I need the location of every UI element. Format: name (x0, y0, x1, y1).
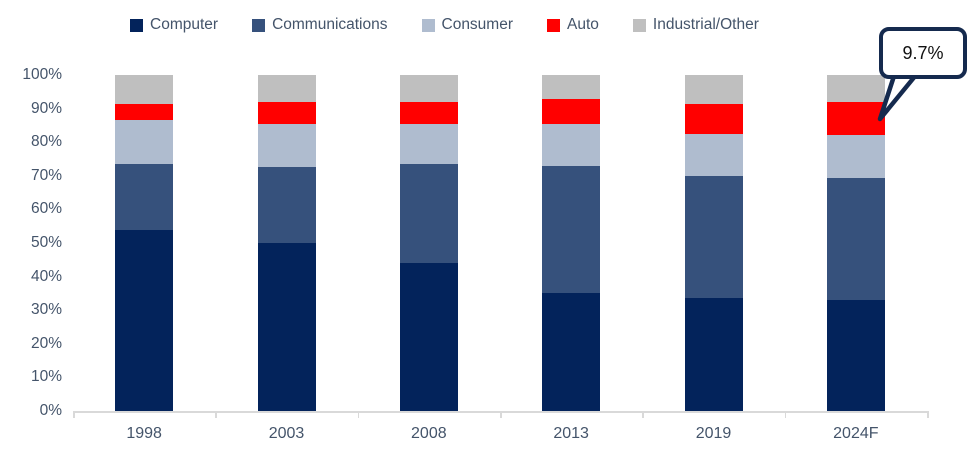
bar-segment-consumer (399, 123, 458, 165)
legend-swatch-icon (252, 18, 266, 32)
legend-swatch-icon (421, 18, 435, 32)
bar-segment-industrial-other (115, 75, 174, 104)
x-category-label: 1998 (126, 425, 162, 442)
bar-segment-communications (542, 165, 601, 294)
bar-2019 (684, 75, 743, 411)
bar-segment-communications (257, 167, 316, 243)
bar-segment-computer (542, 293, 601, 411)
legend-label: Industrial/Other (652, 16, 759, 33)
bar-2003 (257, 75, 316, 411)
bar-segment-consumer (115, 120, 174, 165)
annotation-value: 9.7% (902, 42, 944, 63)
bar-segment-communications (684, 175, 743, 299)
legend-label: Consumer (441, 16, 514, 33)
legend-item-industrial-other: Industrial/Other (632, 16, 759, 34)
y-tick-label: 70% (30, 166, 62, 184)
bar-1998 (115, 75, 174, 411)
bar-segment-auto (115, 103, 174, 121)
bar-2008 (399, 75, 458, 411)
bar-segment-computer (684, 298, 743, 411)
x-axis-tick (215, 411, 217, 418)
bar-segment-consumer (257, 123, 316, 168)
legend-label: Auto (567, 16, 599, 33)
y-tick-label: 90% (30, 99, 62, 117)
y-tick-label: 40% (30, 267, 62, 285)
chart-legend: Computer Communications Consumer Auto Indust… (130, 16, 759, 34)
bar-segment-auto (399, 101, 458, 124)
bar-segment-industrial-other (257, 75, 316, 102)
bar-segment-consumer (826, 134, 885, 178)
x-axis-tick (73, 411, 75, 418)
x-axis-tick (357, 411, 360, 418)
y-tick-label: 100% (22, 66, 62, 83)
bar-segment-computer (399, 263, 458, 411)
legend-item-consumer: Consumer (421, 16, 514, 34)
x-category-label: 2024F (833, 425, 879, 442)
bar-segment-communications (399, 164, 458, 264)
legend-item-computer: Computer (130, 16, 218, 34)
legend-swatch-icon (632, 18, 646, 32)
x-category-label: 2008 (411, 425, 447, 442)
bar-segment-computer (257, 243, 316, 411)
legend-item-auto: Auto (547, 16, 599, 34)
x-category-label: 2019 (695, 425, 732, 442)
bar-segment-auto (257, 101, 316, 124)
bar-segment-communications (115, 164, 174, 230)
legend-swatch-icon (547, 18, 560, 32)
legend-item-communications: Communications (252, 16, 388, 34)
bar-segment-computer (826, 300, 885, 411)
annotation-callout: 9.7% (879, 27, 967, 79)
bar-segment-auto (684, 103, 743, 134)
bar-segment-auto (542, 98, 601, 124)
legend-swatch-icon (130, 18, 143, 32)
bar-2024f (826, 75, 885, 411)
bar-segment-industrial-other (542, 75, 601, 99)
y-tick-label: 60% (30, 200, 62, 218)
legend-label: Communications (272, 16, 388, 33)
y-tick-label: 0% (39, 402, 62, 419)
x-axis-tick (927, 411, 929, 418)
bar-segment-consumer (684, 133, 743, 176)
bar-segment-industrial-other (399, 75, 458, 102)
x-axis-tick (500, 411, 502, 418)
x-axis-tick (784, 411, 787, 418)
y-tick-label: 30% (30, 301, 62, 319)
bar-segment-industrial-other (826, 75, 885, 102)
bar-segment-communications (826, 177, 885, 301)
bar-segment-computer (115, 229, 174, 411)
bar-segment-industrial-other (684, 75, 743, 104)
x-category-label: 2003 (268, 425, 305, 442)
y-tick-label: 80% (30, 133, 62, 151)
y-tick-label: 20% (30, 334, 62, 352)
bar-2013 (542, 75, 601, 411)
x-category-label: 2013 (553, 425, 589, 442)
y-tick-label: 50% (30, 234, 62, 251)
bar-segment-auto (826, 101, 885, 135)
bar-segment-consumer (542, 123, 601, 166)
x-axis-tick (642, 411, 644, 418)
y-tick-label: 10% (30, 368, 62, 386)
legend-label: Computer (150, 16, 219, 33)
